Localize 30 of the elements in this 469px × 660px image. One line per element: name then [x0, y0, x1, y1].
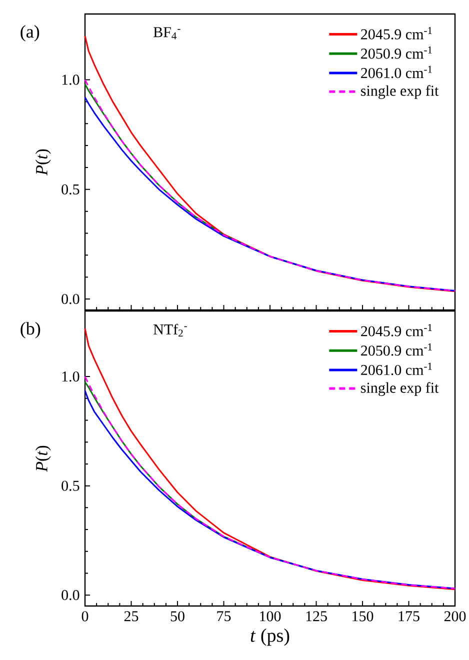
y-tick-label: 0.5: [62, 184, 80, 195]
legend-label: 2045.9 cm$^{-1}$: [361, 27, 432, 40]
legend-label: single exp fit: [361, 382, 439, 396]
legend-label: 2050.9 cm$^{-1}$: [361, 46, 432, 59]
x-tick-label: 25: [124, 611, 138, 622]
y-tick-label: 1.0: [62, 74, 80, 85]
annotation: BF$_{4}$-: [154, 27, 180, 40]
x-tick-label: 0: [82, 611, 88, 622]
x-tick-label: 175: [398, 611, 420, 622]
x-tick-label: 100: [260, 611, 281, 622]
legend-label: single exp fit: [361, 85, 439, 99]
y-tick-label: 1.0: [62, 371, 80, 382]
text: (b): [20, 322, 40, 338]
x-tick-label: 75: [217, 611, 231, 622]
y-tick-label: 0.5: [62, 480, 80, 491]
x-tick-label: 50: [170, 611, 184, 622]
x-tick-label: 125: [306, 611, 327, 622]
legend-label: 2061.0 cm$^{-1}$: [361, 362, 432, 376]
x-axis-title: t (ps): [250, 628, 290, 646]
legend-label: 2045.9 cm$^{-1}$: [361, 324, 432, 336]
y-axis-title: P(t): [35, 149, 51, 176]
x-tick-label: 200: [444, 611, 466, 622]
annotation: NTf$_{2}$-: [154, 324, 187, 337]
text: (a): [20, 25, 40, 42]
y-tick-label: 0.0: [62, 590, 80, 600]
legend-label: 2061.0 cm$^{-1}$: [361, 66, 432, 78]
x-tick-label: 150: [352, 611, 374, 622]
y-axis-title: P(t): [35, 446, 51, 472]
y-tick-label: 0.0: [62, 294, 80, 304]
legend-label: 2050.9 cm$^{-1}$: [361, 343, 432, 356]
